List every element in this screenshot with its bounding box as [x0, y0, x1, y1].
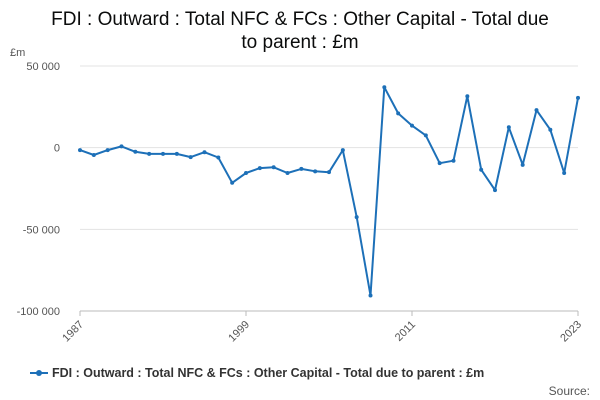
- y-axis-label: £m: [10, 47, 25, 59]
- data-point: [548, 127, 553, 132]
- legend-swatch-icon: [30, 368, 48, 378]
- data-point: [299, 166, 304, 171]
- data-point: [396, 111, 401, 116]
- data-point: [133, 149, 138, 154]
- x-tick-label: 2023: [558, 319, 584, 345]
- data-point: [313, 169, 318, 174]
- data-point: [174, 151, 179, 156]
- data-point: [271, 165, 276, 170]
- data-point: [382, 85, 387, 90]
- x-tick-label: 2011: [393, 319, 418, 344]
- data-point: [534, 108, 539, 113]
- data-point: [119, 144, 124, 149]
- data-point: [423, 133, 428, 138]
- data-point: [451, 158, 456, 163]
- series-line: [79, 86, 579, 297]
- y-tick-label: 50 000: [26, 61, 60, 73]
- data-point: [147, 151, 152, 156]
- data-point: [410, 123, 414, 128]
- data-point: [230, 180, 235, 185]
- data-point: [479, 167, 484, 172]
- legend[interactable]: FDI : Outward : Total NFC & FCs : Other …: [30, 366, 484, 380]
- data-point: [161, 151, 165, 156]
- x-tick-label: 1999: [226, 319, 252, 345]
- data-point: [562, 170, 567, 175]
- data-point: [520, 162, 525, 167]
- x-tick-label: 1987: [60, 319, 86, 345]
- data-point: [78, 148, 82, 153]
- data-point: [437, 161, 442, 166]
- data-point: [91, 153, 96, 158]
- data-point: [327, 170, 331, 175]
- chart-title-line-1: FDI : Outward : Total NFC & FCs : Other …: [51, 9, 549, 30]
- data-point: [202, 150, 207, 155]
- chart-title-line-2: to parent : £m: [241, 32, 359, 53]
- y-tick-label: 0: [54, 143, 60, 155]
- data-point: [216, 155, 221, 160]
- data-point: [576, 95, 580, 100]
- data-point: [465, 94, 470, 99]
- data-point: [244, 170, 248, 175]
- data-point: [285, 170, 290, 175]
- data-point: [354, 215, 359, 220]
- data-point: [188, 155, 193, 160]
- data-point: [506, 125, 511, 130]
- data-point: [257, 166, 262, 171]
- series-group: [78, 85, 580, 298]
- y-tick-label: -100 000: [17, 306, 60, 318]
- data-point: [493, 188, 497, 193]
- gridlines: [80, 65, 578, 312]
- chart-title: FDI : Outward : Total NFC & FCs : Other …: [0, 8, 600, 54]
- data-point: [105, 148, 110, 153]
- legend-label: FDI : Outward : Total NFC & FCs : Other …: [52, 366, 485, 380]
- y-tick-label: -50 000: [23, 224, 60, 236]
- data-point: [340, 148, 345, 153]
- source-label: Source:: [548, 384, 590, 398]
- data-point: [368, 293, 373, 298]
